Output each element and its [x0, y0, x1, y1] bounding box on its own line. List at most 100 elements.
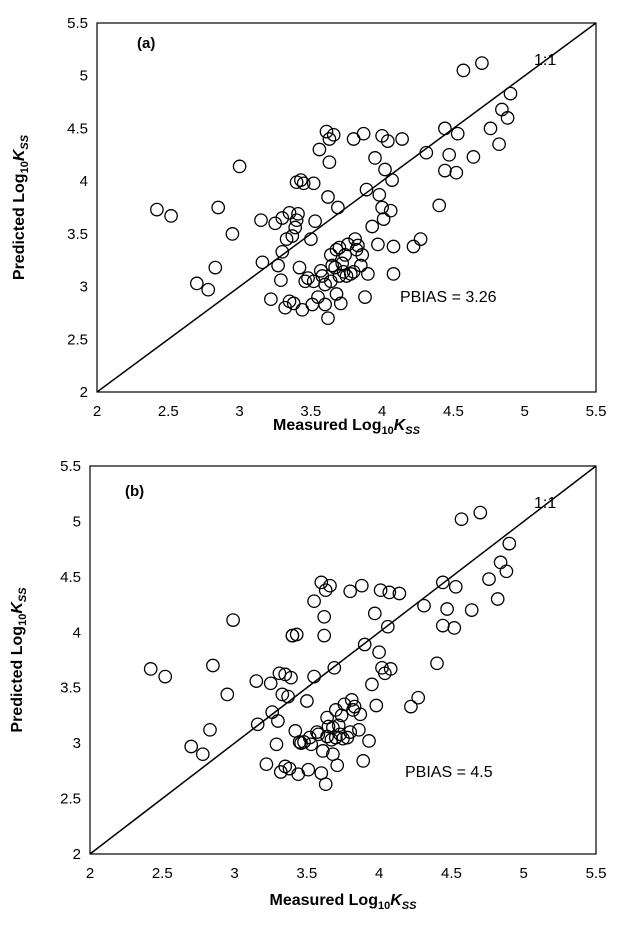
data-point	[318, 583, 333, 598]
data-point	[380, 619, 395, 634]
y-tick-label: 2	[80, 384, 88, 401]
data-point	[255, 255, 270, 270]
data-point	[362, 734, 376, 748]
data-point	[503, 86, 518, 101]
data-point	[365, 219, 380, 234]
data-point	[220, 687, 235, 702]
data-point	[300, 694, 314, 708]
data-point	[353, 258, 368, 273]
data-point	[352, 722, 366, 737]
data-point	[344, 693, 359, 707]
data-point	[296, 176, 311, 191]
data-point	[315, 744, 330, 758]
data-point	[395, 132, 409, 146]
data-point	[430, 656, 444, 671]
x-tick-label: 4	[378, 403, 386, 420]
data-point	[211, 200, 226, 215]
y-tick-label: 3.5	[67, 226, 88, 243]
data-point	[348, 232, 362, 246]
data-point	[322, 155, 337, 170]
data-point	[448, 579, 463, 594]
data-point	[359, 182, 374, 197]
data-point	[282, 205, 297, 220]
data-point	[419, 145, 434, 160]
data-point	[306, 176, 321, 191]
data-point	[365, 677, 379, 692]
data-point	[356, 126, 371, 141]
x-tick-label: 2	[86, 865, 94, 882]
x-tick-label: 3.5	[300, 403, 321, 420]
data-point	[358, 290, 372, 304]
data-point	[368, 151, 382, 165]
data-point	[378, 162, 392, 177]
data-point	[298, 274, 313, 289]
data-point	[268, 216, 283, 231]
data-point	[271, 258, 285, 273]
data-point	[313, 263, 328, 278]
data-point	[404, 699, 418, 714]
data-point	[454, 512, 469, 527]
one-to-one-line	[96, 22, 597, 393]
data-point	[189, 276, 204, 291]
data-point	[417, 598, 431, 613]
plot-frame	[89, 465, 597, 855]
data-point	[250, 717, 265, 732]
data-point	[307, 594, 321, 609]
data-point	[321, 190, 335, 204]
data-point	[226, 613, 240, 627]
y-axis-title: Predicted Log10KSS	[9, 587, 29, 733]
data-point	[275, 211, 290, 225]
data-point	[432, 198, 447, 213]
panel-b: 2 2.5 3 3.5 4 4.5 5 5.5 2 2.5 3 3.5 4 4.5 5 5.5 Measured…	[9, 458, 606, 912]
data-point	[493, 555, 508, 570]
data-point	[442, 147, 457, 162]
data-point	[466, 150, 481, 164]
data-point	[449, 165, 464, 180]
data-point	[158, 669, 173, 684]
data-point	[275, 687, 290, 702]
y-tick-label: 5.5	[67, 15, 88, 32]
data-point	[372, 645, 386, 660]
x-axis-title: Measured Log10KSS	[270, 892, 418, 912]
x-tick-label: 4.5	[441, 865, 462, 882]
data-point	[336, 731, 350, 746]
x-tick-label: 5	[520, 865, 528, 882]
data-point	[271, 714, 285, 728]
data-point	[329, 287, 344, 301]
data-point	[325, 258, 340, 273]
data-point	[288, 220, 303, 235]
y-axis-title: Predicted Log10KSS	[11, 134, 31, 280]
y-tick-label: 4	[73, 624, 81, 641]
data-point	[264, 292, 278, 307]
data-point	[184, 739, 199, 754]
data-point	[357, 637, 372, 652]
data-point	[327, 660, 342, 675]
data-point	[164, 209, 178, 223]
data-point	[311, 290, 325, 304]
y-tick-label: 4	[80, 173, 88, 190]
data-point	[361, 267, 375, 281]
panel-label: (b)	[125, 483, 144, 500]
data-point	[495, 102, 509, 117]
plot-frame	[96, 22, 597, 393]
data-point	[292, 260, 307, 275]
x-tick-label: 3	[230, 865, 238, 882]
x-axis-title: Measured Log10KSS	[273, 417, 421, 437]
x-tick-label: 4.5	[443, 403, 464, 420]
data-point	[275, 244, 290, 259]
data-point	[354, 578, 369, 593]
y-tick-label: 2.5	[60, 791, 81, 808]
x-tick-label: 4	[375, 865, 383, 882]
data-point	[338, 248, 352, 262]
x-tick-label: 5.5	[586, 865, 607, 882]
data-point	[499, 564, 514, 579]
y-tick-label: 3	[73, 735, 81, 752]
data-point	[304, 232, 318, 246]
data-point	[406, 239, 421, 254]
data-point	[301, 762, 316, 777]
data-point	[201, 282, 216, 297]
x-tick-label: 5	[521, 403, 529, 420]
data-point	[263, 676, 278, 691]
data-point	[314, 575, 329, 590]
